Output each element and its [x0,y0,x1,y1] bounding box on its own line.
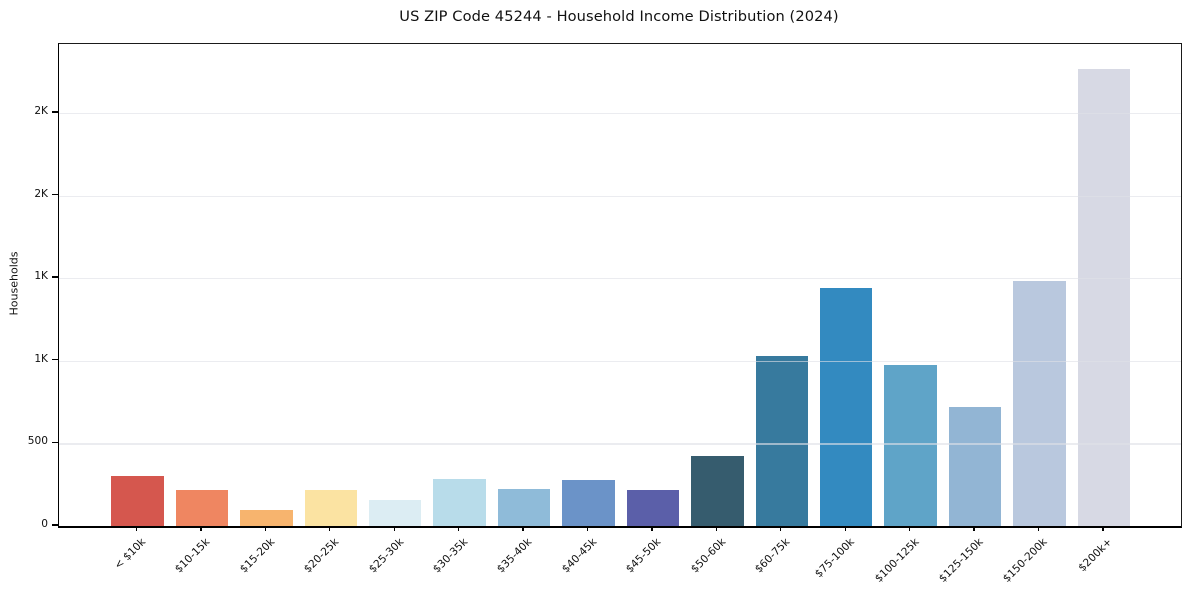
x-tick-mark [522,525,524,531]
gridline [59,278,1181,280]
bar [626,489,680,526]
x-tick-label: $100-125k [872,536,922,585]
bar [433,479,486,526]
x-tick-label: $125-150k [936,536,986,585]
bar [368,499,422,526]
bar [691,455,744,526]
bar [819,287,873,526]
x-tick-label: $60-75k [752,536,793,576]
x-tick-mark [200,525,202,531]
x-tick-mark [393,525,395,531]
x-tick-mark [1102,525,1104,531]
bar [948,407,1002,526]
x-tick-label: $75-100k [812,536,857,581]
y-tick-label: 500 [27,435,48,448]
x-tick-label: $15-20k [237,536,277,576]
x-tick-label: $150-200k [1001,536,1051,585]
x-tick-mark [651,525,653,531]
x-tick-label: $35-40k [495,536,535,576]
y-tick-label: 1K [34,352,48,365]
x-tick-label: $200k+ [1076,536,1115,575]
y-tick-mark [52,193,58,196]
bar [562,480,615,526]
x-tick-mark [1037,525,1040,531]
x-tick-mark [908,525,911,531]
bar [1077,69,1131,526]
x-tick-mark [586,525,589,531]
bar [111,476,164,526]
y-tick-label: 1K [34,270,48,283]
y-tick-mark [52,441,58,444]
y-tick-label: 2K [34,104,48,117]
gridline [59,112,1181,115]
x-tick-label: $25-30k [366,536,406,576]
y-tick-mark [52,359,58,361]
x-tick-mark [780,525,782,531]
x-tick-label: $45-50k [624,536,664,576]
x-tick-mark [329,525,331,531]
gridline [59,195,1181,197]
x-tick-mark [973,525,975,531]
bar [755,355,809,526]
x-tick-mark [457,525,460,531]
y-axis-title: Households [7,251,21,316]
y-tick-mark [52,276,58,278]
bar [497,488,551,526]
x-tick-label: $40-45k [559,536,600,576]
x-tick-mark [715,525,718,531]
x-tick-mark [844,525,846,531]
y-tick-mark [52,111,58,113]
y-tick-label: 0 [41,518,48,530]
x-tick-label: $20-25k [301,536,342,576]
x-tick-label: < $10k [112,536,148,572]
x-tick-label: $10-15k [173,536,213,576]
y-tick-mark [52,524,58,526]
bar [240,510,293,526]
x-tick-mark [135,525,138,531]
bar [304,489,358,526]
y-tick-label: 2K [34,187,48,200]
bar [175,490,229,526]
x-tick-mark [264,525,267,531]
x-tick-label: $30-35k [430,536,471,576]
chart-title: US ZIP Code 45244 - Household Income Dis… [399,8,839,25]
x-tick-label: $50-60k [688,536,728,576]
bar [884,364,937,526]
plot-area [58,43,1182,528]
bar [1013,281,1066,526]
